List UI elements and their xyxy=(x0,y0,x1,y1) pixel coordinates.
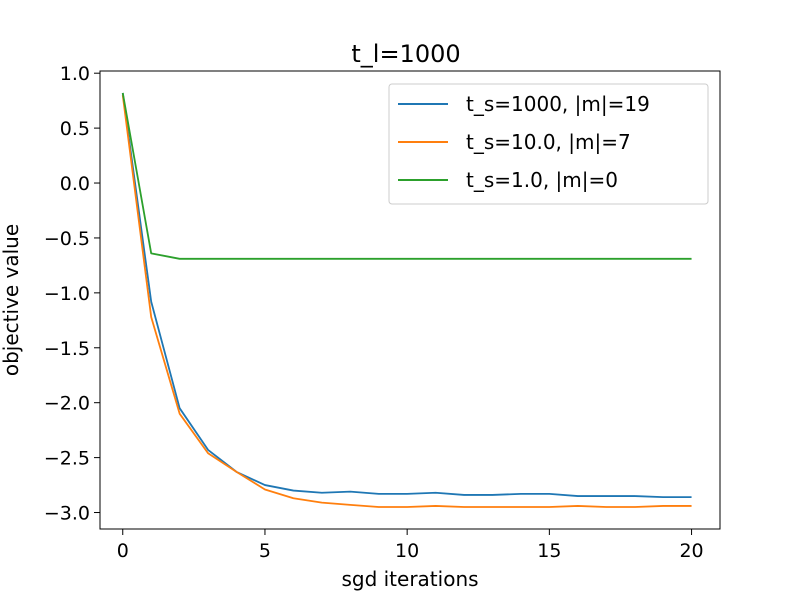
y-tick-label: −2.5 xyxy=(44,448,90,470)
y-tick-label: −3.0 xyxy=(44,503,90,525)
x-tick-label: 20 xyxy=(679,540,703,562)
legend-label: t_s=1.0, |m|=0 xyxy=(466,168,618,192)
plot-area xyxy=(99,70,721,530)
y-tick-label: −2.0 xyxy=(44,393,90,415)
series-line-3 xyxy=(121,92,692,260)
x-axis: 0 5 10 15 20 xyxy=(117,529,704,562)
series-line-2 xyxy=(121,95,692,508)
legend-label: t_s=1000, |m|=19 xyxy=(466,92,650,116)
x-axis-label: sgd iterations xyxy=(341,567,478,591)
legend-box xyxy=(388,83,709,205)
y-tick-label: −1.0 xyxy=(44,283,90,305)
x-tick-label: 0 xyxy=(117,540,129,562)
y-tick-label: 0.5 xyxy=(60,118,90,140)
y-tick-label: −1.5 xyxy=(44,338,90,360)
legend: t_s=1000, |m|=19 t_s=10.0, |m|=7 t_s=1.0, … xyxy=(388,83,709,205)
y-axis-label: objective value xyxy=(0,224,23,376)
x-tick-label: 10 xyxy=(395,540,419,562)
y-tick-label: −0.5 xyxy=(44,228,90,250)
chart-title: t_l=1000 xyxy=(351,40,460,68)
series-lines xyxy=(121,92,692,508)
y-tick-label: 0.0 xyxy=(60,173,90,195)
y-axis: 1.0 0.5 0.0 −0.5 −1.0 −1.5 −2.0 −2.5 −3.0 xyxy=(44,63,100,525)
x-tick-label: 5 xyxy=(259,540,271,562)
legend-label: t_s=10.0, |m|=7 xyxy=(466,130,631,154)
series-line-1 xyxy=(121,92,692,499)
x-tick-label: 15 xyxy=(537,540,561,562)
y-tick-label: 1.0 xyxy=(60,63,90,85)
